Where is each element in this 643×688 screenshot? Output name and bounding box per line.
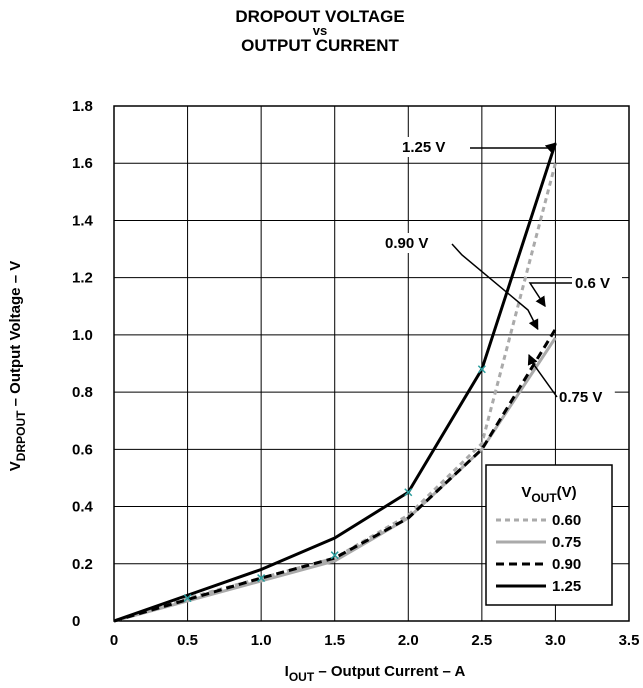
callout-label-background (556, 387, 615, 407)
x-tick-label: 3.5 (619, 632, 640, 649)
chart-grid (113, 105, 630, 622)
callouts: 1.25 V 0.90 V 0.6 V 0.75 V (382, 137, 622, 407)
y-tick-label: 1.4 (72, 212, 94, 229)
legend-label: 0.60 (552, 512, 581, 529)
y-tick-label: 0.2 (72, 556, 93, 573)
callout-label: 0.75 V (559, 389, 602, 406)
x-tick-label: 1.5 (324, 632, 345, 649)
x-tick-label: 0.5 (177, 632, 198, 649)
data-marker (330, 551, 339, 560)
y-tick-label: 1.8 (72, 98, 93, 115)
y-tick-label: 1.6 (72, 155, 93, 172)
legend: VOUT(V) 0.60 0.75 0.90 1.25 (485, 464, 613, 606)
x-tick-label: 1.0 (251, 632, 272, 649)
y-tick-label: 1.0 (72, 327, 93, 344)
callout-arrow (470, 142, 557, 154)
y-tick-label: 0 (72, 613, 80, 630)
y-tick-label: 0.8 (72, 384, 93, 401)
callout-label: 0.6 V (575, 275, 610, 292)
legend-box (485, 464, 613, 606)
legend-label: 0.90 (552, 556, 581, 573)
chart-title-line-2: vs (312, 23, 328, 38)
y-tick-label: 0.6 (72, 441, 93, 458)
callout-label-background (572, 273, 622, 293)
callout-label: 0.90 V (385, 235, 428, 252)
y-tick-label: 1.2 (72, 270, 93, 287)
chart-title-line-1: DROPOUT VOLTAGE (235, 7, 405, 26)
data-marker (183, 594, 192, 603)
x-axis-label: IOUT – Output Current – A (285, 663, 466, 684)
data-marker (404, 488, 413, 497)
legend-label: 0.75 (552, 534, 581, 551)
callout-label-background (382, 233, 441, 253)
x-tick-label: 2.5 (471, 632, 492, 649)
data-markers (183, 365, 486, 603)
legend-title: VOUT(V) (521, 484, 576, 505)
x-tick-label: 3.0 (545, 632, 566, 649)
axis-ticks: 0 0.5 1.0 1.5 2.0 2.5 3.0 3.5 0 0.2 0.4 0.6 0.8 1.0 1.… (72, 98, 639, 649)
series-line-0.75 (113, 336, 557, 623)
y-tick-label: 0.4 (72, 499, 94, 516)
data-marker (477, 365, 486, 374)
callout-arrow (451, 243, 539, 331)
x-tick-label: 2.0 (398, 632, 419, 649)
legend-label: 1.25 (552, 578, 581, 595)
chart-title-line-3: OUTPUT CURRENT (241, 36, 399, 55)
x-tick-label: 0 (110, 632, 118, 649)
callout-label-background (399, 137, 458, 157)
callout-label: 1.25 V (402, 139, 445, 156)
y-axis-label: VDRPOUT – Output Voltage – V (7, 261, 28, 471)
callout-arrow (528, 282, 572, 308)
callout-arrow (527, 353, 558, 398)
series-line-0.60 (113, 162, 557, 623)
chart-title: DROPOUT VOLTAGE vs OUTPUT CURRENT (170, 8, 470, 54)
data-marker (257, 574, 266, 583)
